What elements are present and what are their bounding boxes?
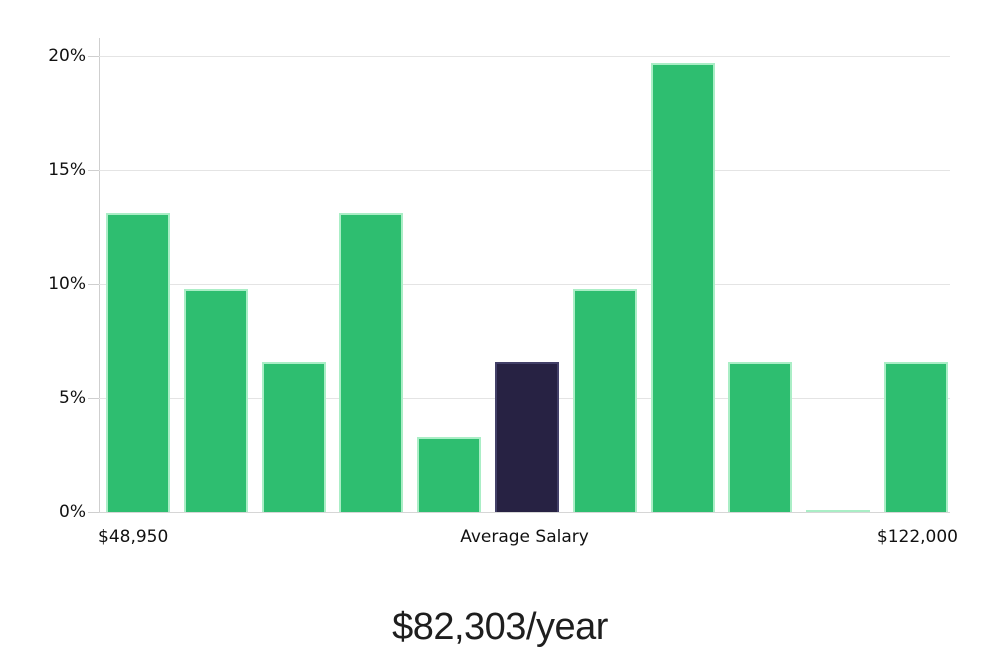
average-salary-title: $82,303/year [392,606,608,648]
histogram-bar [806,509,870,512]
y-tick-20% [88,56,99,57]
y-tick-5% [88,398,99,399]
x-axis-label-min-salary: $48,950 [98,527,169,547]
gridline-15% [99,170,950,171]
y-tick-0% [88,512,99,513]
x-axis-label-average-salary: Average Salary [460,527,589,547]
histogram-bar [339,213,403,512]
y-tick-label-20%: 20% [48,46,86,66]
y-tick-label-15%: 15% [48,160,86,180]
histogram-bar [728,361,792,512]
histogram-bar [417,436,481,512]
y-tick-label-5%: 5% [59,388,86,408]
gridline-10% [99,284,950,285]
highlighted-average-salary-bar [495,361,559,512]
histogram-bar [884,361,948,512]
x-axis-label-max-salary: $122,000 [876,527,958,547]
y-tick-label-0%: 0% [59,502,86,522]
y-tick-15% [88,170,99,171]
y-tick-label-10%: 10% [48,274,86,294]
gridline-20% [99,56,950,57]
histogram-bar [106,213,170,512]
histogram-bar [184,288,248,512]
histogram-bar [262,361,326,512]
histogram-bar [651,62,715,512]
gridline-0% [99,512,950,513]
y-tick-10% [88,284,99,285]
y-axis-line [99,38,100,512]
histogram-bar [573,288,637,512]
